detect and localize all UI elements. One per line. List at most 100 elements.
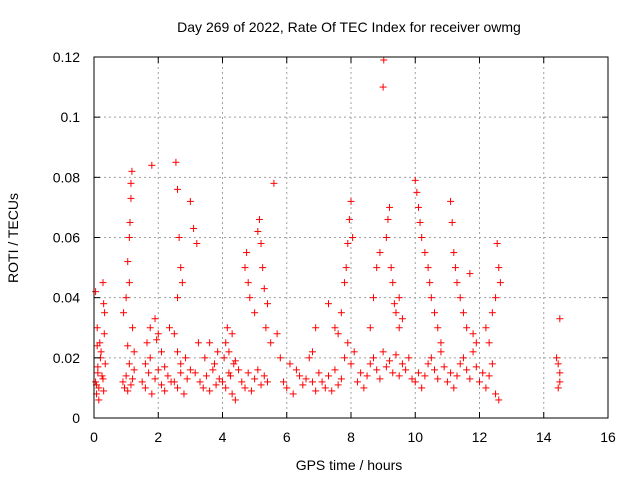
data-point	[312, 324, 320, 332]
data-point	[366, 324, 374, 332]
data-point	[101, 360, 109, 368]
data-point	[485, 339, 493, 347]
data-point	[165, 324, 173, 332]
data-point	[180, 390, 188, 398]
data-point	[289, 390, 297, 398]
data-point	[157, 348, 165, 356]
data-point	[241, 264, 249, 272]
data-point	[347, 360, 355, 368]
data-point	[174, 348, 182, 356]
data-point	[260, 285, 268, 293]
data-point	[129, 324, 137, 332]
data-point	[360, 384, 368, 392]
data-point	[191, 369, 199, 377]
data-point	[100, 387, 108, 395]
data-point	[349, 234, 357, 241]
data-point	[128, 167, 136, 175]
data-point	[334, 330, 342, 338]
data-point	[251, 375, 259, 383]
data-point	[424, 360, 432, 368]
data-point	[398, 360, 406, 368]
data-point	[482, 384, 490, 392]
data-point	[488, 360, 496, 368]
data-point	[437, 339, 445, 347]
data-point	[389, 369, 397, 377]
data-point	[463, 324, 471, 332]
data-point	[127, 194, 135, 202]
data-point	[175, 234, 183, 241]
y-tick-label: 0.06	[53, 230, 80, 246]
data-point	[174, 384, 182, 392]
data-point	[456, 294, 464, 302]
data-point	[450, 384, 458, 392]
data-point	[243, 249, 251, 257]
y-tick-labels: 0 0.02 0.04 0.06 0.08 0.1 0.12	[53, 49, 80, 426]
data-point	[308, 378, 316, 386]
data-point	[431, 309, 439, 317]
data-point	[153, 336, 161, 344]
y-tick-label: 0.08	[53, 169, 80, 185]
data-point	[93, 324, 101, 332]
data-point	[392, 351, 400, 359]
data-point	[225, 369, 233, 377]
data-point	[138, 378, 146, 386]
data-point	[273, 330, 281, 338]
data-point	[276, 354, 284, 362]
y-axis-label: ROTI / TECUs	[5, 193, 21, 283]
data-point	[463, 366, 471, 374]
data-point	[251, 309, 259, 317]
data-point	[292, 366, 300, 374]
data-point	[220, 354, 228, 362]
x-tick-labels: 0 2 4 6 8 10 12 14 16	[90, 429, 616, 445]
data-point	[183, 375, 191, 383]
data-point	[450, 249, 458, 257]
data-point	[344, 339, 352, 347]
data-point	[161, 363, 169, 371]
data-point	[459, 354, 467, 362]
data-point	[554, 360, 562, 368]
data-point	[125, 279, 133, 287]
data-point	[386, 203, 394, 211]
data-point	[124, 387, 132, 395]
data-point	[141, 384, 149, 392]
data-point	[398, 315, 406, 323]
data-point	[315, 369, 323, 377]
data-point	[392, 309, 400, 317]
data-point	[286, 360, 294, 368]
data-point	[456, 360, 464, 368]
data-point	[124, 342, 132, 350]
data-point	[382, 234, 390, 241]
data-point	[246, 294, 254, 302]
data-point	[228, 330, 236, 338]
data-point	[283, 384, 291, 392]
data-point	[145, 369, 153, 377]
data-point	[357, 369, 365, 377]
data-point	[228, 390, 236, 398]
data-point	[380, 56, 388, 64]
data-point	[418, 384, 426, 392]
data-point	[476, 378, 483, 386]
data-point	[92, 378, 100, 386]
data-point	[222, 384, 230, 392]
data-point	[554, 384, 562, 392]
data-point	[344, 240, 352, 248]
data-point	[305, 354, 313, 362]
data-point	[225, 348, 233, 356]
data-point	[130, 348, 138, 356]
data-point	[209, 366, 217, 374]
data-point	[453, 372, 461, 380]
data-point	[331, 324, 339, 332]
data-point	[495, 396, 503, 404]
data-point	[92, 288, 100, 296]
data-point	[177, 369, 185, 377]
data-point	[121, 384, 129, 392]
data-point	[100, 300, 108, 308]
data-point	[405, 354, 413, 362]
data-point	[222, 339, 230, 347]
data-point	[177, 360, 185, 368]
data-point	[373, 264, 381, 272]
data-point	[263, 300, 271, 308]
data-point	[318, 378, 326, 386]
data-point	[100, 330, 108, 338]
data-point	[485, 372, 493, 380]
